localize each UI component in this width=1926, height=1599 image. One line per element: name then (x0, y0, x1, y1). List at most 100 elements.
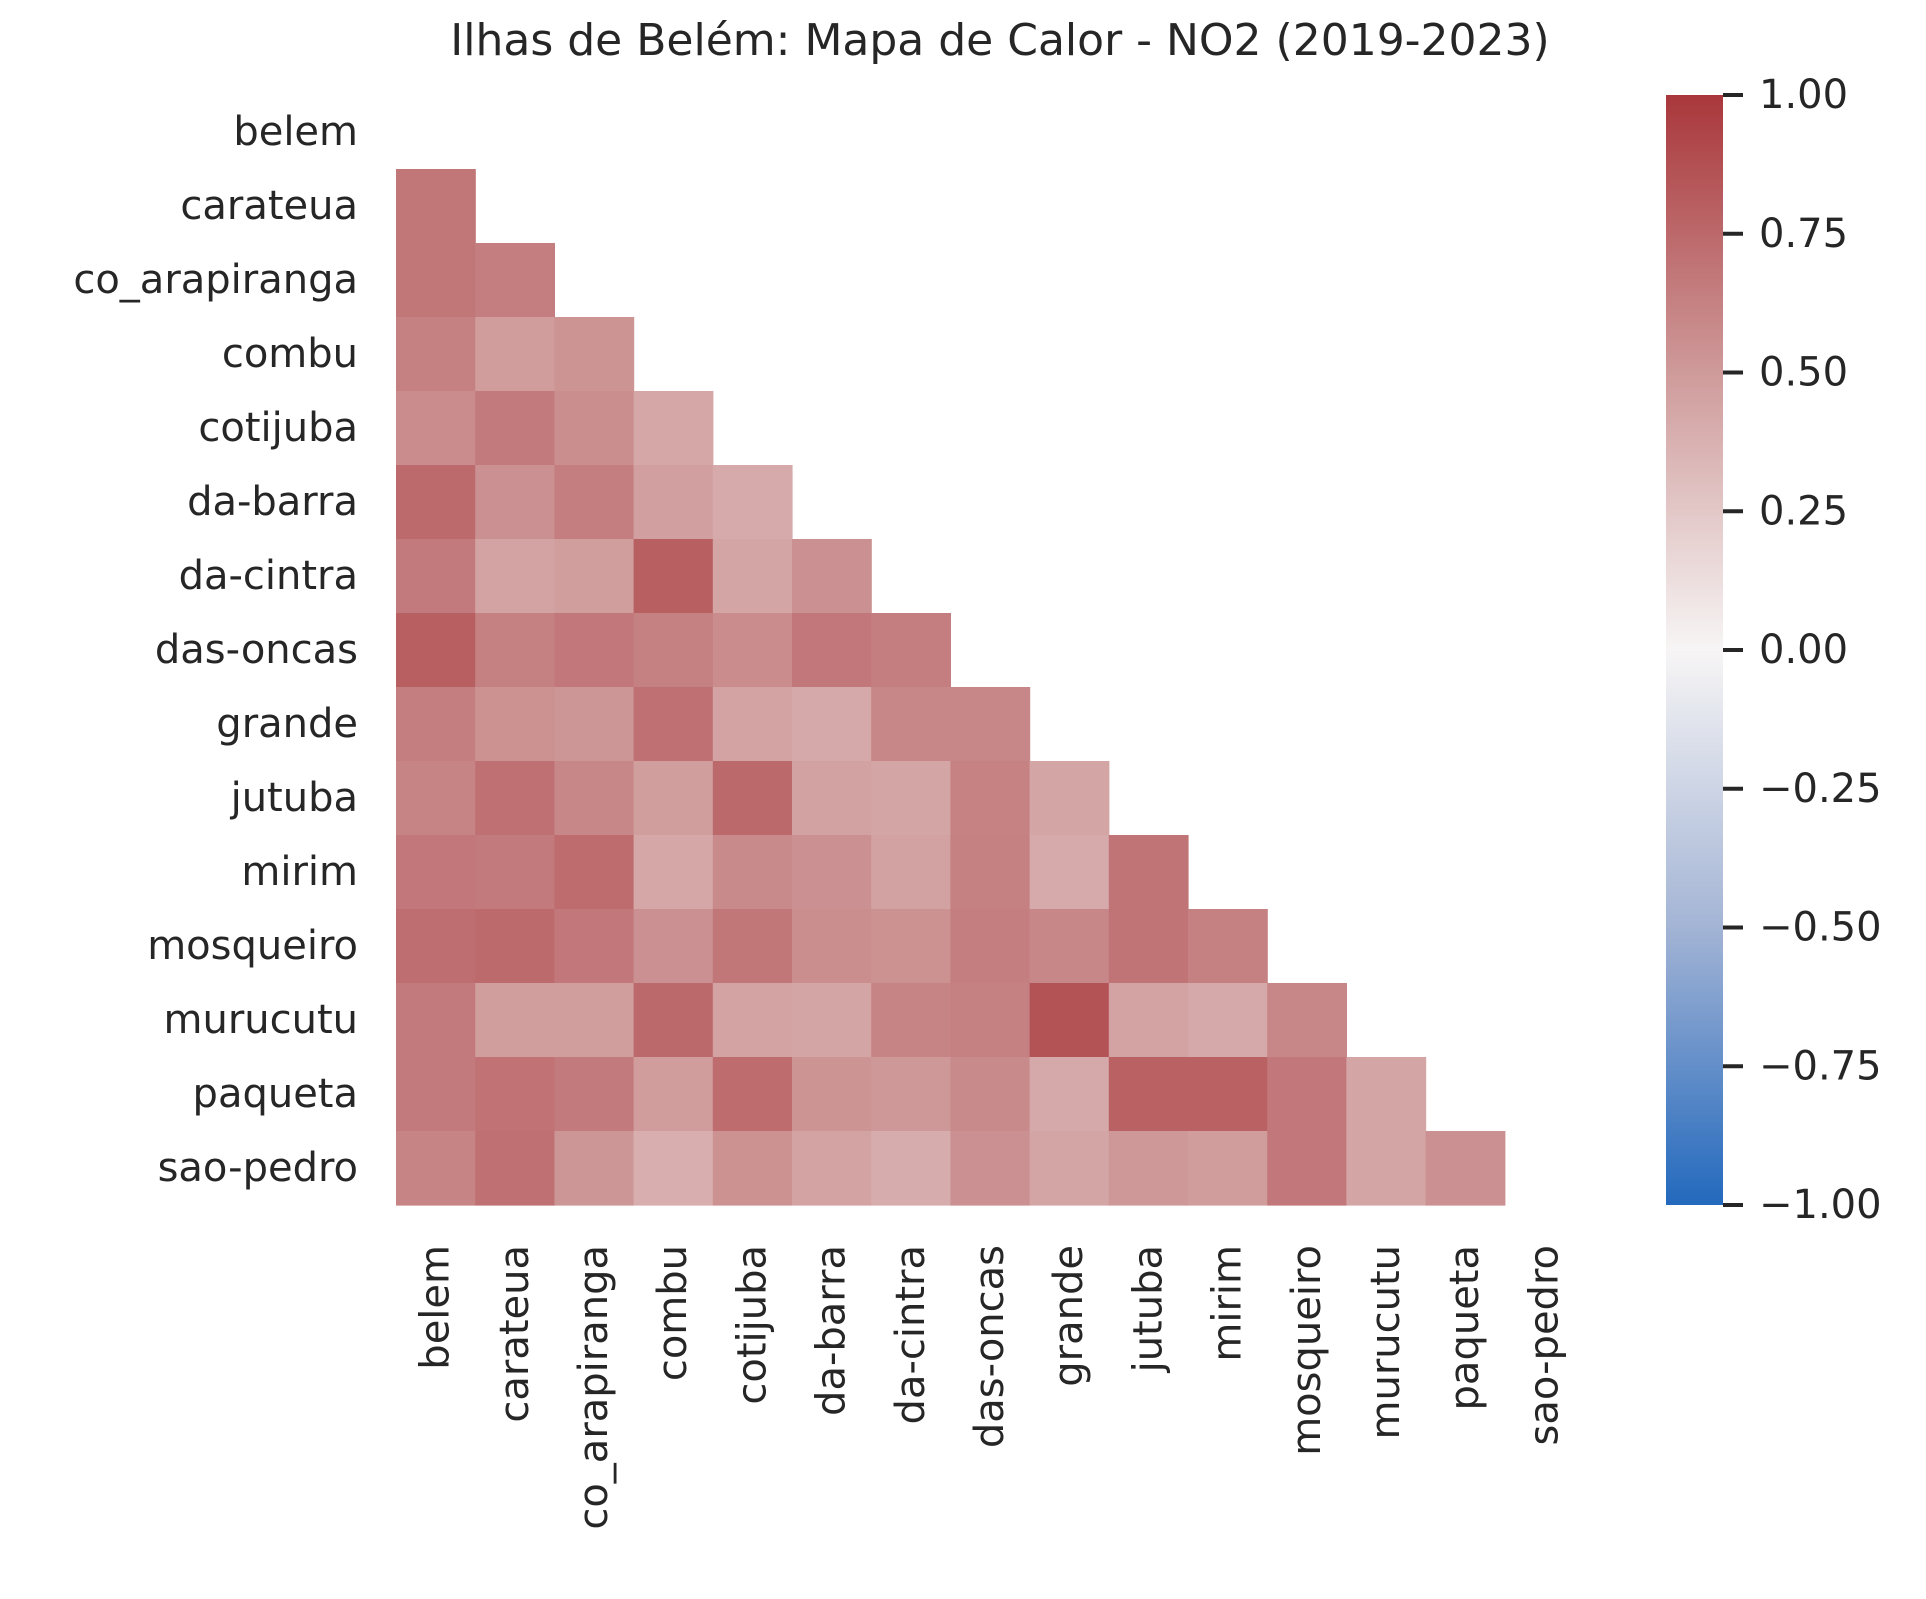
heatmap-cell-da-cintra-co_arapiranga (554, 539, 635, 614)
colorbar-tick-label: −0.50 (1759, 905, 1882, 951)
heatmap-cell-da-barra-co_arapiranga (554, 465, 635, 540)
colorbar-tick-label: 0.75 (1759, 211, 1848, 257)
heatmap-cell-mirim-carateua (475, 835, 555, 910)
heatmap-cell-da-barra-cotijuba (712, 465, 793, 540)
heatmap-cell-murucutu-co_arapiranga (554, 983, 635, 1058)
x-tick-label-co_arapiranga: co_arapiranga (571, 1245, 617, 1530)
y-tick-label-cotijuba: cotijuba (198, 405, 358, 451)
heatmap-cell-murucutu-da-cintra (871, 983, 951, 1058)
y-tick-label-mirim: mirim (241, 849, 358, 895)
heatmap-cell-grande-das-oncas (950, 687, 1031, 762)
heatmap-cell-paqueta-mirim (1188, 1057, 1268, 1132)
y-tick-label-combu: combu (222, 331, 358, 377)
heatmap-cell-das-oncas-belem (396, 613, 476, 688)
heatmap-cell-mosqueiro-cotijuba (712, 909, 793, 984)
heatmap-cell-das-oncas-co_arapiranga (554, 613, 635, 688)
colorbar-tick-label: 0.25 (1759, 488, 1848, 534)
heatmap-cell-mirim-co_arapiranga (554, 835, 635, 910)
heatmap-cell-paqueta-jutuba (1108, 1057, 1189, 1132)
heatmap-cell-mosqueiro-da-cintra (871, 909, 951, 984)
heatmap-cell-jutuba-grande (1029, 761, 1110, 836)
y-tick-label-das-oncas: das-oncas (155, 627, 358, 673)
y-tick-label-grande: grande (216, 701, 358, 747)
heatmap-cell-mosqueiro-jutuba (1108, 909, 1189, 984)
heatmap-cell-mosqueiro-carateua (475, 909, 555, 984)
heatmap-cell-sao-pedro-da-cintra (871, 1131, 951, 1206)
y-tick-label-carateua: carateua (180, 183, 358, 229)
heatmap-cell-sao-pedro-belem (396, 1131, 476, 1206)
heatmap-cell-murucutu-da-barra (792, 983, 872, 1058)
colorbar-tick-label: −1.00 (1759, 1182, 1882, 1228)
y-tick-label-murucutu: murucutu (164, 997, 359, 1043)
heatmap-cell-grande-cotijuba (712, 687, 793, 762)
heatmap-cell-grande-belem (396, 687, 476, 762)
heatmap-cell-grande-combu (633, 687, 714, 762)
colorbar-tick-label: 0.50 (1759, 350, 1848, 396)
heatmap-cell-da-cintra-da-barra (792, 539, 872, 614)
heatmap-cell-cotijuba-combu (633, 391, 714, 466)
heatmap-cell-cotijuba-carateua (475, 391, 555, 466)
heatmap-cell-combu-co_arapiranga (554, 317, 635, 392)
x-tick-label-da-barra: da-barra (809, 1245, 855, 1416)
heatmap-cell-das-oncas-da-cintra (871, 613, 951, 688)
y-tick-label-da-cintra: da-cintra (179, 553, 358, 599)
heatmap-cell-jutuba-combu (633, 761, 714, 836)
heatmap-cell-grande-carateua (475, 687, 555, 762)
heatmap-cell-murucutu-carateua (475, 983, 555, 1058)
heatmap-cell-sao-pedro-cotijuba (712, 1131, 793, 1206)
heatmap-cell-jutuba-carateua (475, 761, 555, 836)
colorbar-ticks: 1.00 0.75 0.50 0.25 0.00 −0.25 −0.50 −0.75 −1.00 (1723, 72, 1882, 1228)
y-tick-label-co_arapiranga: co_arapiranga (73, 257, 358, 303)
y-tick-label-mosqueiro: mosqueiro (147, 923, 358, 969)
heatmap-cell-murucutu-mosqueiro (1267, 983, 1347, 1058)
heatmap-cell-mosqueiro-mirim (1188, 909, 1268, 984)
heatmap-cell-da-barra-belem (396, 465, 476, 540)
heatmap-cell-paqueta-cotijuba (712, 1057, 793, 1132)
y-tick-label-paqueta: paqueta (193, 1071, 358, 1117)
heatmap-cell-paqueta-co_arapiranga (554, 1057, 635, 1132)
heatmap-cell-paqueta-das-oncas (950, 1057, 1031, 1132)
heatmap-cell-mirim-da-barra (792, 835, 872, 910)
heatmap-cell-paqueta-murucutu (1346, 1057, 1427, 1132)
colorbar-tick-label: 0.00 (1759, 627, 1848, 673)
colorbar-tick-label: 1.00 (1759, 72, 1848, 118)
heatmap-cell-cotijuba-belem (396, 391, 476, 466)
heatmap-cell-mirim-belem (396, 835, 476, 910)
heatmap-cell-sao-pedro-paqueta (1425, 1131, 1506, 1206)
chart-title: Ilhas de Belém: Mapa de Calor - NO2 (201… (450, 15, 1549, 66)
x-tick-label-murucutu: murucutu (1363, 1245, 1409, 1440)
heatmap-cell-jutuba-belem (396, 761, 476, 836)
heatmap-cell-co_arapiranga-carateua (475, 243, 555, 318)
x-tick-label-grande: grande (1046, 1245, 1092, 1387)
heatmap-cell-sao-pedro-grande (1029, 1131, 1110, 1206)
y-tick-label-da-barra: da-barra (187, 479, 358, 525)
heatmap-cells (396, 169, 1506, 1206)
y-tick-label-jutuba: jutuba (230, 775, 358, 821)
heatmap-cell-sao-pedro-mosqueiro (1267, 1131, 1347, 1206)
heatmap-cell-sao-pedro-co_arapiranga (554, 1131, 635, 1206)
x-tick-label-belem: belem (413, 1245, 459, 1370)
heatmap-cell-paqueta-combu (633, 1057, 714, 1132)
heatmap-cell-carateua-belem (396, 169, 476, 244)
heatmap-cell-sao-pedro-combu (633, 1131, 714, 1206)
heatmap-cell-mirim-da-cintra (871, 835, 951, 910)
heatmap-cell-das-oncas-carateua (475, 613, 555, 688)
heatmap-cell-mosqueiro-co_arapiranga (554, 909, 635, 984)
x-tick-label-cotijuba: cotijuba (729, 1245, 775, 1405)
colorbar-tick-label: −0.75 (1759, 1043, 1882, 1089)
x-tick-labels: belem carateua co_arapiranga combu cotijuba d… (413, 1245, 1568, 1530)
x-tick-label-combu: combu (650, 1245, 696, 1381)
heatmap-cell-murucutu-jutuba (1108, 983, 1189, 1058)
heatmap-cell-paqueta-da-barra (792, 1057, 872, 1132)
heatmap-cell-mosqueiro-das-oncas (950, 909, 1031, 984)
heatmap-cell-murucutu-cotijuba (712, 983, 793, 1058)
heatmap-cell-da-cintra-carateua (475, 539, 555, 614)
heatmap-cell-das-oncas-cotijuba (712, 613, 793, 688)
heatmap-cell-co_arapiranga-belem (396, 243, 476, 318)
heatmap-cell-da-cintra-combu (633, 539, 714, 614)
x-tick-label-jutuba: jutuba (1125, 1245, 1171, 1373)
heatmap-cell-combu-belem (396, 317, 476, 392)
heatmap-cell-jutuba-das-oncas (950, 761, 1031, 836)
heatmap-cell-sao-pedro-mirim (1188, 1131, 1268, 1206)
